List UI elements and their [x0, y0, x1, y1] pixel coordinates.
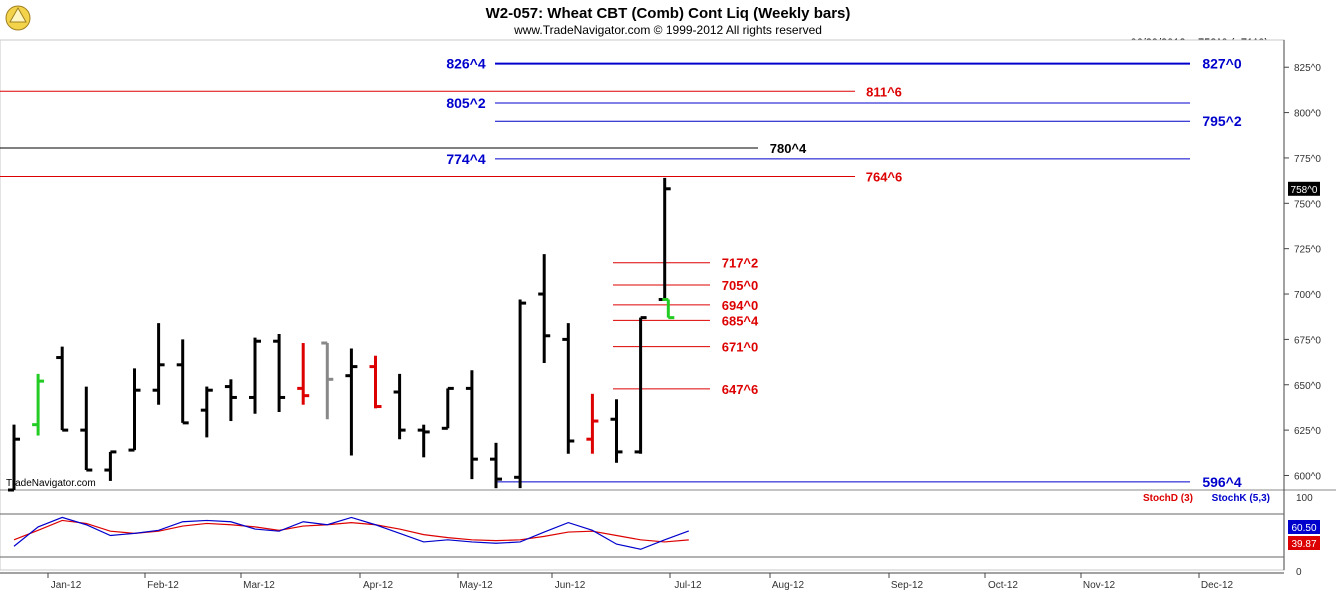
- level-label-827-0: 827^0: [1202, 56, 1242, 72]
- x-tick-label: Feb-12: [147, 580, 179, 591]
- stochastic-plot-area[interactable]: [0, 489, 1285, 571]
- x-tick-label: Jul-12: [674, 580, 702, 591]
- ohlc-bar[interactable]: [514, 299, 527, 489]
- level-label-717-2: 717^2: [722, 256, 759, 271]
- ohlc-bar[interactable]: [152, 323, 165, 405]
- ohlc-bar[interactable]: [176, 339, 189, 425]
- level-label-694-0: 694^0: [722, 298, 759, 313]
- level-label-780-4: 780^4: [770, 141, 807, 156]
- y-tick-label: 675^0: [1294, 335, 1321, 346]
- ohlc-bar[interactable]: [200, 386, 213, 438]
- ohlc-bar[interactable]: [224, 379, 237, 422]
- ohlc-bar[interactable]: [369, 355, 382, 409]
- x-tick-label: Oct-12: [988, 580, 1018, 591]
- ohlc-bar[interactable]: [32, 373, 45, 436]
- level-label-764-6: 764^6: [866, 170, 903, 185]
- x-tick-label: Sep-12: [891, 580, 924, 591]
- y-tick-label: 700^0: [1294, 290, 1321, 301]
- y-tick-label: 775^0: [1294, 154, 1321, 165]
- watermark: TradeNavigator.com: [6, 478, 96, 489]
- logo-icon: [5, 5, 31, 31]
- ohlc-bar[interactable]: [610, 399, 623, 463]
- ohlc-bar[interactable]: [662, 297, 675, 320]
- y-tick-label: 750^0: [1294, 199, 1321, 210]
- ohlc-bar[interactable]: [297, 343, 310, 405]
- ohlc-bar[interactable]: [321, 341, 334, 420]
- level-label-596-4: 596^4: [1202, 474, 1242, 490]
- current-price-label: 758^0: [1291, 185, 1318, 196]
- ohlc-bar[interactable]: [586, 393, 599, 454]
- level-label-795-2: 795^2: [1202, 113, 1242, 129]
- y-tick-label: 650^0: [1294, 381, 1321, 392]
- ohlc-bar[interactable]: [538, 254, 551, 363]
- ohlc-bar[interactable]: [345, 348, 358, 456]
- level-label-685-4: 685^4: [722, 313, 759, 328]
- stochd-value-badge: [1288, 536, 1320, 550]
- level-label-811-6: 811^6: [866, 84, 902, 99]
- x-tick-label: Mar-12: [243, 580, 275, 591]
- x-tick-label: Jun-12: [555, 580, 586, 591]
- stochk-line: [13, 516, 690, 550]
- chart-title: W2-057: Wheat CBT (Comb) Cont Liq (Weekl…: [486, 5, 851, 22]
- x-tick-label: Nov-12: [1083, 580, 1116, 591]
- ohlc-bar[interactable]: [490, 442, 502, 489]
- copyright-text: www.TradeNavigator.com © 1999-2012 All r…: [513, 23, 822, 37]
- ohlc-bar[interactable]: [393, 373, 406, 440]
- ohlc-bar[interactable]: [8, 424, 20, 492]
- stochd-line: [13, 519, 689, 543]
- ohlc-bar[interactable]: [80, 386, 93, 472]
- x-tick-label: Apr-12: [363, 580, 393, 591]
- x-tick-label: Aug-12: [772, 580, 805, 591]
- stochd-value-label: 39.87: [1291, 539, 1316, 550]
- ohlc-bar[interactable]: [562, 323, 575, 454]
- ohlc-bar[interactable]: [56, 346, 69, 432]
- ohlc-bar[interactable]: [441, 386, 454, 430]
- ohlc-bar[interactable]: [634, 316, 647, 454]
- y-tick-label: 825^0: [1294, 63, 1321, 74]
- level-label-826-4: 826^4: [446, 56, 486, 72]
- ohlc-bar[interactable]: [104, 450, 117, 481]
- stochk-value-label: 60.50: [1291, 523, 1316, 534]
- level-label-774-4: 774^4: [446, 151, 486, 167]
- y-tick-label: 800^0: [1294, 109, 1321, 120]
- y-tick-label: 625^0: [1294, 426, 1321, 437]
- ohlc-bar[interactable]: [128, 368, 141, 452]
- y-tick-label: 725^0: [1294, 245, 1321, 256]
- x-tick-label: Dec-12: [1201, 580, 1234, 591]
- level-label-705-0: 705^0: [722, 278, 759, 293]
- stochd-legend: StochD (3): [1143, 493, 1193, 504]
- level-label-805-2: 805^2: [446, 95, 486, 111]
- level-label-671-0: 671^0: [722, 340, 759, 355]
- y-tick-label: 600^0: [1294, 471, 1321, 482]
- current-price-badge: [1288, 181, 1320, 196]
- level-label-647-6: 647^6: [722, 382, 759, 397]
- ohlc-bar[interactable]: [465, 370, 478, 480]
- stoch-y-tick-label: 100: [1296, 493, 1313, 504]
- x-tick-label: May-12: [459, 580, 493, 591]
- x-tick-label: Jan-12: [51, 580, 82, 591]
- stoch-y-tick-label: 0: [1296, 567, 1302, 578]
- ohlc-bar[interactable]: [273, 333, 286, 412]
- stochk-legend: StochK (5,3): [1212, 493, 1270, 504]
- stochk-value-badge: [1288, 520, 1320, 534]
- ohlc-bar[interactable]: [249, 337, 261, 414]
- ohlc-bar[interactable]: [417, 424, 430, 458]
